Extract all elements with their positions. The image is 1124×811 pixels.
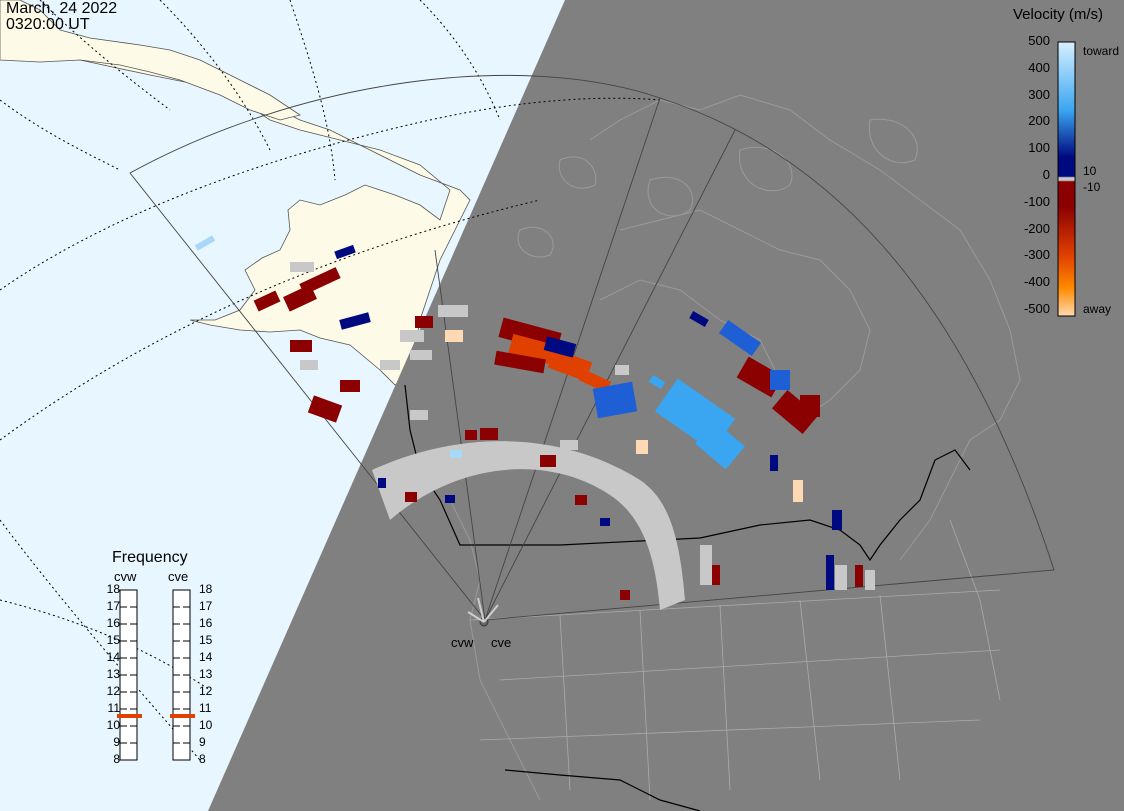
colorbar-toward-label: toward xyxy=(1083,44,1120,58)
radar-sites xyxy=(467,597,499,627)
frequency-label: 10 xyxy=(199,718,213,732)
cvw-frequency-indicator xyxy=(117,714,142,718)
cve-column-label: cve xyxy=(168,569,189,584)
frequency-label: 13 xyxy=(106,667,120,681)
frequency-label: 18 xyxy=(199,582,213,596)
frequency-label: 10 xyxy=(106,718,120,732)
frequency-label: 16 xyxy=(199,616,213,630)
date-label: March, 24 2022 xyxy=(6,0,118,17)
frequency-label: 9 xyxy=(113,735,120,749)
ground-scatter xyxy=(290,262,875,610)
alaska-landmass xyxy=(0,29,471,386)
frequency-label: 12 xyxy=(106,684,120,698)
time-label: 0320:00 UT xyxy=(6,16,90,33)
colorbar-tick-label: 200 xyxy=(1028,113,1050,129)
radar-label-cve: cve xyxy=(491,635,512,650)
radar-label-cvw: cvw xyxy=(451,635,474,650)
frequency-label: 12 xyxy=(199,684,213,698)
russia-landmass xyxy=(0,0,301,121)
colorbar xyxy=(1057,41,1076,317)
colorbar-away-label: away xyxy=(1083,302,1112,316)
frequency-label: 8 xyxy=(199,752,206,766)
frequency-label: 15 xyxy=(199,633,213,647)
night-coastlines xyxy=(449,94,1021,801)
colorbar-inner-pos-label: 10 xyxy=(1083,164,1097,178)
colorbar-tick-label: -400 xyxy=(1023,274,1050,290)
frequency-label: 9 xyxy=(199,735,206,749)
colorbar-tick-label: 500 xyxy=(1028,33,1050,48)
political-borders xyxy=(469,519,1001,801)
frequency-label: 16 xyxy=(106,616,120,630)
colorbar-tick-label: 300 xyxy=(1028,86,1050,102)
frequency-label: 18 xyxy=(106,582,120,596)
frequency-label: 11 xyxy=(107,701,120,715)
colorbar-tick-label: 400 xyxy=(1028,59,1050,75)
frequency-label: 14 xyxy=(106,650,120,664)
cvw-column-label: cvw xyxy=(114,569,137,584)
velocity-toward xyxy=(194,235,842,590)
frequency-label: 11 xyxy=(199,701,212,715)
colorbar-tick-label: -300 xyxy=(1023,247,1050,263)
colorbar-tick-label: -100 xyxy=(1023,193,1050,209)
colorbar-inner-neg-label: -10 xyxy=(1083,180,1101,194)
frequency-title: Frequency xyxy=(112,549,188,566)
colorbar-tick-label: -500 xyxy=(1023,301,1050,316)
frequency-label: 17 xyxy=(199,599,213,613)
frequency-label: 14 xyxy=(199,650,213,664)
frequency-ticks xyxy=(120,589,190,761)
us-canada-border xyxy=(404,384,971,562)
colorbar-tick-label: -200 xyxy=(1023,220,1050,236)
cve-frequency-indicator xyxy=(170,714,195,718)
frequency-label: 13 xyxy=(199,667,213,681)
colorbar-title: Velocity (m/s) xyxy=(1013,6,1104,23)
us-mexico-border xyxy=(504,769,701,811)
colorbar-tick-label: 0 xyxy=(1042,167,1050,182)
frequency-label: 8 xyxy=(113,752,120,766)
frequency-label: 17 xyxy=(106,599,120,613)
colorbar-tick-label: 100 xyxy=(1028,140,1050,156)
frequency-label: 15 xyxy=(106,633,120,647)
